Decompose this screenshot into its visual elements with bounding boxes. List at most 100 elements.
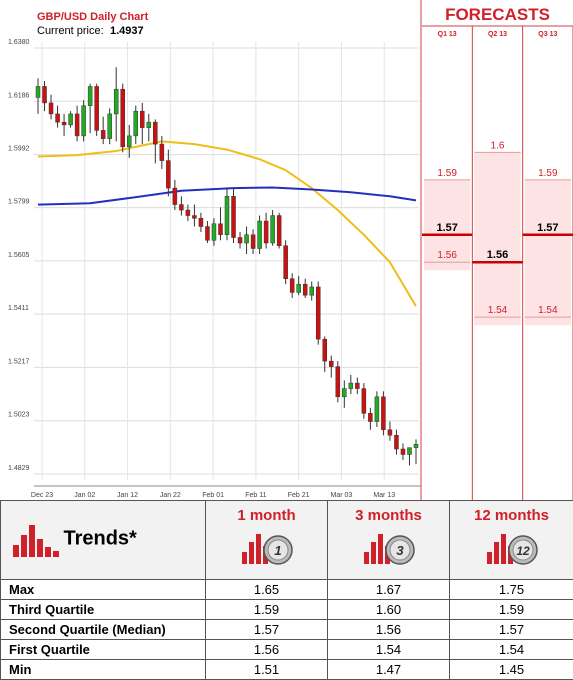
forecast-value-label: 1.59	[538, 168, 558, 179]
candle-body	[114, 89, 118, 114]
candle-body	[205, 227, 209, 241]
candle-body	[173, 188, 177, 204]
trends-title-cell: Trends*	[1, 501, 206, 580]
candle-body	[225, 196, 229, 234]
candle-body	[147, 122, 151, 127]
candle-body	[277, 216, 281, 246]
forecast-value-label: 1.54	[488, 305, 508, 316]
candle	[284, 240, 288, 284]
stat-row-min: Min 1.51 1.47 1.45	[1, 660, 573, 680]
badge-number: 3	[396, 543, 404, 558]
candle-body	[121, 89, 125, 147]
candle-body	[407, 448, 411, 455]
candle-body	[284, 246, 288, 279]
candle	[336, 361, 340, 402]
x-tick-label: Feb 21	[288, 492, 310, 499]
x-tick-label: Feb 11	[245, 492, 266, 499]
candle	[258, 216, 262, 254]
y-tick-label: 1.5023	[8, 412, 30, 419]
candle-body	[329, 361, 333, 366]
candle-body	[245, 235, 249, 243]
candle-body	[258, 221, 262, 248]
candle	[381, 391, 385, 435]
trends-col-label: 3 months	[328, 501, 449, 524]
candle-body	[108, 114, 112, 139]
candle	[362, 383, 366, 419]
candle-body	[62, 122, 66, 125]
stat-label: Second Quartile (Median)	[1, 620, 206, 640]
candle-body	[82, 106, 86, 136]
y-tick-label: 1.5217	[8, 358, 30, 365]
stat-value: 1.51	[206, 660, 328, 680]
candle	[82, 100, 86, 141]
candle-body	[134, 111, 138, 136]
y-tick-label: 1.4829	[8, 465, 30, 472]
forecast-value-label: 1.6	[491, 140, 505, 151]
y-tick-label: 1.6380	[8, 39, 30, 46]
stat-value: 1.57	[450, 620, 573, 640]
stat-value: 1.60	[328, 600, 450, 620]
candle	[232, 188, 236, 243]
trends-table: Trends* 1 month 1 3 months 3 12 months	[0, 500, 573, 680]
trends-col-12-months: 12 months 12	[450, 501, 573, 580]
bar-chart-icon	[13, 521, 59, 557]
candle-body	[388, 430, 392, 435]
calendar-badge-icon: 1	[240, 530, 294, 566]
trends-col-1-month: 1 month 1	[206, 501, 328, 580]
candle-body	[232, 196, 236, 237]
stat-value: 1.54	[328, 640, 450, 660]
candle-body	[271, 216, 275, 243]
candle-body	[140, 111, 144, 127]
stat-row-first-quartile: First Quartile 1.56 1.54 1.54	[1, 640, 573, 660]
candle-body	[238, 238, 242, 243]
trends-header-row: Trends* 1 month 1 3 months 3 12 months	[1, 501, 573, 580]
badge-number: 12	[516, 544, 530, 558]
candle-body	[297, 284, 301, 292]
trends-title: Trends*	[63, 528, 136, 550]
forecast-col-label: Q3 13	[538, 31, 557, 38]
stat-value: 1.56	[328, 620, 450, 640]
x-tick-label: Jan 02	[74, 492, 95, 499]
x-tick-label: Jan 22	[160, 492, 181, 499]
stat-value: 1.75	[450, 580, 573, 600]
candle-body	[303, 284, 307, 295]
candle-body	[101, 130, 105, 138]
trends-col-3-months: 3 months 3	[328, 501, 450, 580]
candle-body	[264, 221, 268, 243]
candle-body	[375, 397, 379, 422]
x-tick-label: Feb 01	[202, 492, 224, 499]
stat-value: 1.54	[450, 640, 573, 660]
stat-value: 1.67	[328, 580, 450, 600]
candle-body	[323, 339, 327, 361]
current-price-label: Current price:	[37, 25, 104, 37]
calendar-badge-icon: 12	[485, 530, 539, 566]
candle	[271, 210, 275, 246]
candle-body	[368, 413, 372, 421]
x-tick-label: Mar 13	[373, 492, 395, 499]
candle-body	[186, 210, 190, 215]
y-tick-label: 1.5992	[8, 146, 30, 153]
candle-body	[95, 86, 99, 130]
candle-body	[290, 279, 294, 293]
candle	[277, 213, 281, 249]
stat-label: Max	[1, 580, 206, 600]
candle-body	[166, 161, 170, 188]
candle-body	[56, 114, 60, 122]
candle-body	[316, 287, 320, 339]
forecast-value-label: 1.57	[537, 222, 558, 234]
y-tick-label: 1.5605	[8, 252, 30, 259]
candle-body	[310, 287, 314, 295]
candle-body	[212, 224, 216, 240]
stat-value: 1.65	[206, 580, 328, 600]
stat-row-third-quartile: Third Quartile 1.59 1.60 1.59	[1, 600, 573, 620]
stat-label: First Quartile	[1, 640, 206, 660]
stat-value: 1.57	[206, 620, 328, 640]
stat-row-median: Second Quartile (Median) 1.57 1.56 1.57	[1, 620, 573, 640]
badge-number: 1	[274, 543, 281, 558]
candle	[121, 84, 125, 153]
candle-body	[401, 449, 405, 454]
forecast-title: FORECASTS	[445, 5, 550, 24]
y-tick-label: 1.5799	[8, 199, 30, 206]
candle-body	[349, 383, 353, 388]
